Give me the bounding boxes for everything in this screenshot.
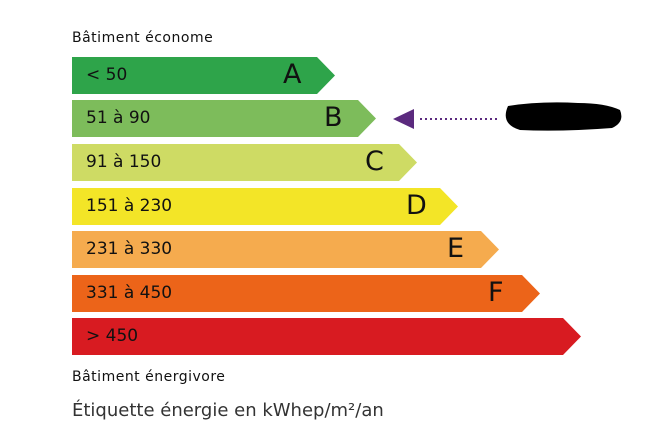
class-range: 51 à 90 (86, 108, 151, 128)
class-range: 231 à 330 (86, 239, 173, 259)
class-range: 331 à 450 (86, 283, 173, 303)
class-letter: A (283, 59, 302, 90)
class-range: 91 à 150 (86, 152, 162, 172)
class-letter: E (447, 233, 465, 264)
class-bar-D: 151 à 230 D (72, 188, 458, 225)
class-letter: D (406, 190, 427, 221)
class-range: < 50 (86, 65, 128, 85)
class-bar-G: > 450 (72, 318, 581, 355)
class-bar-A: < 50 A (72, 57, 335, 94)
class-bar-C: 91 à 150 C (72, 144, 417, 181)
redacted-value (505, 102, 622, 131)
top-label: Bâtiment économe (72, 30, 214, 46)
class-bar-F: 331 à 450 F (72, 275, 540, 312)
footer-caption: Étiquette énergie en kWhep/m²/an (72, 400, 384, 421)
class-letter: B (324, 102, 343, 133)
class-letter: F (488, 277, 504, 308)
class-bar-E: 231 à 330 E (72, 231, 499, 268)
class-bar-B: 51 à 90 B (72, 100, 376, 137)
bottom-label: Bâtiment énergivore (72, 369, 226, 385)
class-letter: C (365, 146, 384, 177)
class-range: 151 à 230 (86, 196, 173, 216)
indicator-arrow-icon (393, 109, 414, 129)
class-range: > 450 (86, 326, 139, 346)
